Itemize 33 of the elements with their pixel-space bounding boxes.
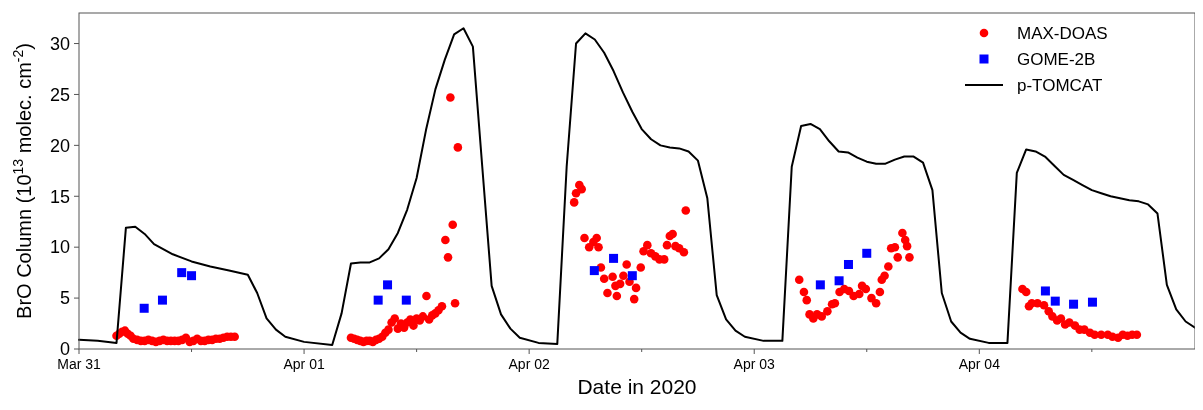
point (1050, 296, 1060, 306)
point (627, 271, 637, 281)
line-series (78, 27, 1195, 346)
point (862, 248, 872, 258)
x-tick-label: Apr 01 (283, 356, 325, 372)
point (177, 268, 187, 278)
y-tick-label: 30 (49, 33, 70, 54)
x-axis-title: Date in 2020 (577, 375, 697, 398)
point (401, 295, 411, 305)
y-tick-label: 10 (49, 237, 70, 258)
point (815, 280, 825, 290)
legend-label: MAX-DOAS (1017, 23, 1108, 43)
point (1087, 297, 1097, 307)
point (1069, 299, 1079, 309)
point (187, 271, 197, 281)
point (157, 295, 167, 305)
legend-label: p-TOMCAT (1017, 75, 1103, 95)
point (373, 295, 383, 305)
point (1040, 286, 1050, 296)
y-tick-label: 5 (59, 288, 70, 309)
point (589, 266, 599, 276)
point (834, 276, 844, 286)
legend-label: GOME-2B (1017, 49, 1096, 69)
point (139, 303, 149, 313)
x-tick-label: Apr 02 (508, 356, 550, 372)
x-tick-label: Apr 03 (733, 356, 776, 372)
y-tick-label: 15 (49, 186, 70, 207)
point (383, 280, 393, 290)
y-tick-label: 25 (49, 84, 70, 105)
x-tick-label: Apr 04 (958, 356, 1001, 372)
y-tick-label: 20 (49, 135, 70, 156)
point (609, 253, 619, 263)
point (843, 259, 853, 269)
